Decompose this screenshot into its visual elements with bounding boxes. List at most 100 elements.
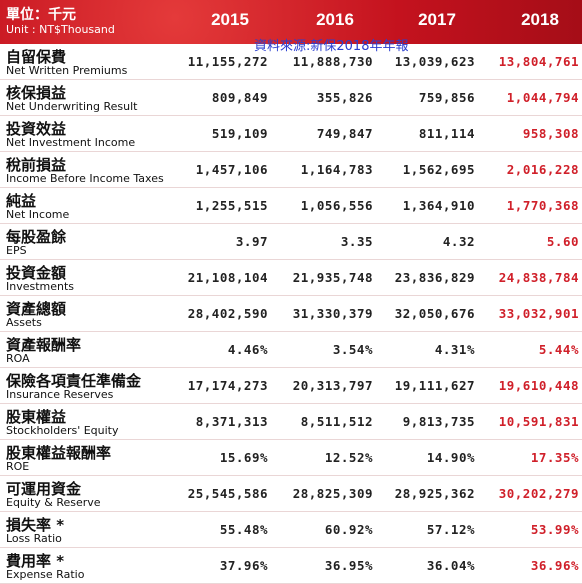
table-row: 純益 Net Income 1,255,515 1,056,556 1,364,910 1… <box>0 188 582 224</box>
row-label-zh: 核保損益 <box>6 84 67 102</box>
row-label-en: Assets <box>6 316 42 329</box>
cell-value: 11,155,272 <box>187 54 268 69</box>
table-row: 核保損益 Net Underwriting Result 809,849 355,82… <box>0 80 582 116</box>
cell-value: 811,114 <box>418 126 475 141</box>
cell-value: 14.90% <box>426 450 475 465</box>
year-header: 2016 <box>316 10 354 29</box>
cell-value: 8,371,313 <box>195 414 268 429</box>
cell-value: 13,804,761 <box>498 54 579 69</box>
cell-value: 57.12% <box>426 522 475 537</box>
cell-value: 17,174,273 <box>187 378 268 393</box>
row-label-en: Net Investment Income <box>6 136 136 149</box>
cell-value: 19,111,627 <box>394 378 475 393</box>
row-label-zh: 保險各項責任準備金 <box>6 372 142 390</box>
source-note: 資料來源:新保2018年年報 <box>254 39 409 54</box>
cell-value: 21,108,104 <box>187 270 268 285</box>
cell-value: 15.69% <box>219 450 268 465</box>
cell-value: 36.95% <box>324 558 373 573</box>
row-label-zh: 可運用資金 <box>6 480 82 498</box>
cell-value: 1,164,783 <box>300 162 373 177</box>
cell-value: 5.60 <box>546 234 579 249</box>
cell-value: 25,545,586 <box>187 486 268 501</box>
cell-value: 519,109 <box>211 126 268 141</box>
cell-value: 2,016,228 <box>506 162 579 177</box>
table-header: 單位：千元 Unit : NT$Thousand 2015 2016 2017 201… <box>0 0 582 44</box>
cell-value: 20,313,797 <box>292 378 373 393</box>
cell-value: 53.99% <box>530 522 579 537</box>
table-row: 股東權益 Stockholders' Equity 8,371,313 8,511,5… <box>0 404 582 440</box>
row-label-en: Net Underwriting Result <box>6 100 138 113</box>
row-label-zh: 每股盈餘 <box>6 228 67 246</box>
cell-value: 32,050,676 <box>394 306 475 321</box>
cell-value: 36.96% <box>530 558 579 573</box>
row-label-en: Loss Ratio <box>6 532 62 545</box>
table-row: 資產總額 Assets 28,402,590 31,330,379 32,050,676… <box>0 296 582 332</box>
row-label-zh: 純益 <box>6 192 37 210</box>
year-header: 2015 <box>211 10 249 29</box>
cell-value: 36.04% <box>426 558 475 573</box>
table-row: 稅前損益 Income Before Income Taxes 1,457,106 1… <box>0 152 582 188</box>
cell-value: 1,770,368 <box>506 198 579 213</box>
row-label-en: ROA <box>6 352 30 365</box>
cell-value: 3.35 <box>340 234 373 249</box>
row-label-zh: 資產總額 <box>6 300 67 318</box>
row-label-zh: 股東權益 <box>6 408 67 426</box>
cell-value: 749,847 <box>316 126 373 141</box>
table-row: 可運用資金 Equity & Reserve 25,545,586 28,825,30… <box>0 476 582 512</box>
cell-value: 1,044,794 <box>506 90 579 105</box>
row-label-en: Insurance Reserves <box>6 388 114 401</box>
cell-value: 9,813,735 <box>402 414 475 429</box>
cell-value: 355,826 <box>316 90 373 105</box>
row-label-en: EPS <box>6 244 27 257</box>
row-label-zh: 投資效益 <box>6 120 67 138</box>
cell-value: 31,330,379 <box>292 306 373 321</box>
cell-value: 1,364,910 <box>402 198 475 213</box>
table-row: 股東權益報酬率 ROE 15.69% 12.52% 14.90% 17.35% <box>0 440 582 476</box>
cell-value: 11,888,730 <box>292 54 373 69</box>
table-row: 保險各項責任準備金 Insurance Reserves 17,174,273 20,… <box>0 368 582 404</box>
cell-value: 24,838,784 <box>498 270 579 285</box>
cell-value: 1,255,515 <box>195 198 268 213</box>
row-label-zh: 自留保費 <box>6 48 67 66</box>
cell-value: 33,032,901 <box>498 306 579 321</box>
year-header: 2018 <box>521 10 559 29</box>
cell-value: 28,825,309 <box>292 486 373 501</box>
cell-value: 809,849 <box>211 90 268 105</box>
table-row: 每股盈餘 EPS 3.97 3.35 4.32 5.60 <box>0 224 582 260</box>
cell-value: 1,457,106 <box>195 162 268 177</box>
cell-value: 55.48% <box>219 522 268 537</box>
cell-value: 21,935,748 <box>292 270 373 285</box>
row-label-en: ROE <box>6 460 30 473</box>
cell-value: 1,562,695 <box>402 162 475 177</box>
row-label-en: Investments <box>6 280 75 293</box>
cell-value: 4.32 <box>442 234 475 249</box>
row-label-zh: 股東權益報酬率 <box>6 444 112 462</box>
cell-value: 13,039,623 <box>394 54 475 69</box>
cell-value: 1,056,556 <box>300 198 373 213</box>
cell-value: 19,610,448 <box>498 378 579 393</box>
cell-value: 958,308 <box>522 126 579 141</box>
table-row: 投資金額 Investments 21,108,104 21,935,748 23,83… <box>0 260 582 296</box>
table-row: 損失率 * Loss Ratio 55.48% 60.92% 57.12% 53.99% <box>0 512 582 548</box>
cell-value: 30,202,279 <box>498 486 579 501</box>
row-label-en: Expense Ratio <box>6 568 85 581</box>
table-row: 投資效益 Net Investment Income 519,109 749,847 8… <box>0 116 582 152</box>
cell-value: 28,402,590 <box>187 306 268 321</box>
cell-value: 60.92% <box>324 522 373 537</box>
cell-value: 23,836,829 <box>394 270 475 285</box>
cell-value: 4.46% <box>227 342 268 357</box>
cell-value: 8,511,512 <box>300 414 373 429</box>
row-label-en: Net Written Premiums <box>6 64 128 77</box>
cell-value: 17.35% <box>530 450 579 465</box>
cell-value: 28,925,362 <box>394 486 475 501</box>
unit-en: Unit : NT$Thousand <box>6 23 115 36</box>
cell-value: 759,856 <box>418 90 475 105</box>
cell-value: 5.44% <box>538 342 579 357</box>
cell-value: 4.31% <box>434 342 475 357</box>
cell-value: 37.96% <box>219 558 268 573</box>
cell-value: 3.97 <box>235 234 268 249</box>
row-label-zh: 損失率 * <box>6 516 65 534</box>
cell-value: 10,591,831 <box>498 414 579 429</box>
row-label-zh: 資產報酬率 <box>6 336 82 354</box>
